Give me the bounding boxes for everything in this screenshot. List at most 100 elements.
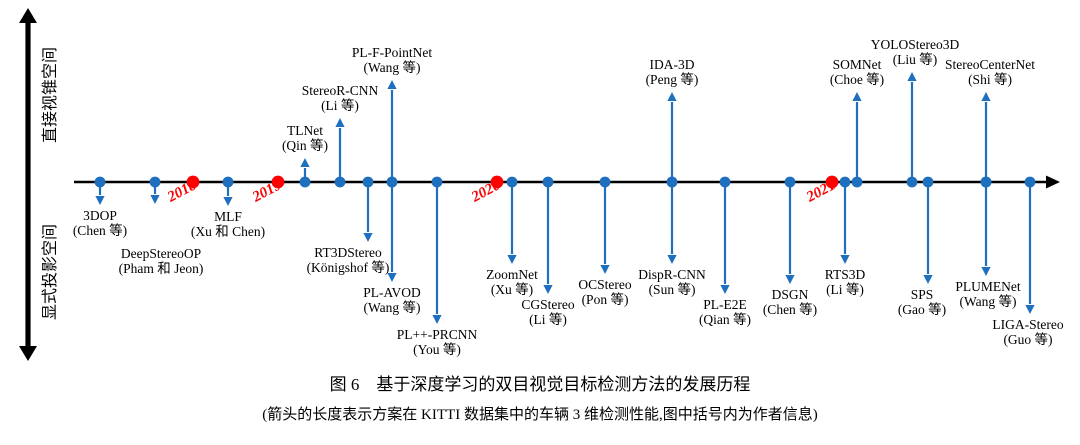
method-authors: (Shi 等) bbox=[968, 71, 1012, 87]
method-name: OCStereo bbox=[578, 277, 631, 292]
space-label-top: 直接视锥空间 bbox=[41, 47, 59, 143]
method-name: PL++-PRCNN bbox=[397, 327, 478, 342]
method-authors: (You 等) bbox=[413, 341, 461, 357]
method-authors: (Sun 等) bbox=[649, 281, 696, 297]
method-arrowhead bbox=[667, 255, 677, 264]
method-ida-3d: IDA-3D(Peng 等) bbox=[646, 57, 698, 188]
method-authors: (Liu 等) bbox=[893, 51, 938, 67]
method-name: StereoR-CNN bbox=[302, 83, 379, 98]
method-dot bbox=[386, 176, 398, 188]
space-label-bottom: 显式投影空间 bbox=[41, 224, 59, 320]
method-name: TLNet bbox=[287, 123, 323, 138]
method-dot bbox=[719, 176, 731, 188]
method-authors: (Chen 等) bbox=[73, 222, 127, 238]
method-arrowhead bbox=[223, 197, 233, 206]
method-dispr-cnn: DispR-CNN(Sun 等) bbox=[638, 176, 706, 297]
method-arrowhead bbox=[907, 72, 917, 81]
method-name: StereoCenterNet bbox=[945, 57, 1035, 72]
method-arrowhead bbox=[335, 118, 345, 127]
method-yolostereo3d: YOLOStereo3D(Liu 等) bbox=[871, 37, 960, 188]
method-arrowhead bbox=[507, 255, 517, 264]
method-arrowhead bbox=[667, 92, 677, 101]
method-authors: (Qin 等) bbox=[282, 137, 328, 153]
method-authors: (Li 等) bbox=[826, 281, 864, 297]
method-dot bbox=[922, 176, 934, 188]
method-3dop: 3DOP(Chen 等) bbox=[73, 176, 127, 238]
method-authors: (Wang 等) bbox=[363, 299, 420, 315]
method-name: CGStereo bbox=[521, 297, 574, 312]
method-arrowhead bbox=[300, 158, 310, 167]
method-arrowhead bbox=[150, 195, 160, 204]
method-dot bbox=[542, 176, 554, 188]
method-deepstereoop: DeepStereoOP(Pham 和 Jeon) bbox=[119, 176, 204, 276]
method-dot bbox=[506, 176, 518, 188]
method-authors: (Li 等) bbox=[529, 311, 567, 327]
method-authors: (Pham 和 Jeon) bbox=[119, 261, 204, 276]
timeline-axis-arrowhead bbox=[1046, 175, 1060, 189]
method-authors: (Guo 等) bbox=[1003, 331, 1052, 347]
method-name: RTS3D bbox=[825, 267, 866, 282]
method-arrowhead bbox=[840, 255, 850, 264]
method-arrowhead bbox=[387, 80, 397, 89]
method-name: IDA-3D bbox=[650, 57, 695, 72]
method-dot bbox=[149, 176, 161, 188]
method-authors: (Xu 等) bbox=[491, 281, 533, 297]
figure-caption-block: 图 6 基于深度学习的双目视觉目标检测方法的发展历程 (箭头的长度表示方案在 K… bbox=[0, 370, 1080, 424]
year-dot bbox=[186, 175, 200, 189]
method-name: DSGN bbox=[772, 287, 809, 302]
method-authors: (Wang 等) bbox=[363, 59, 420, 75]
method-arrowhead bbox=[600, 265, 610, 274]
method-dsgn: DSGN(Chen 等) bbox=[763, 176, 817, 317]
method-name: LIGA-Stereo bbox=[992, 317, 1063, 332]
method-arrowhead bbox=[720, 285, 730, 294]
method-dot bbox=[222, 176, 234, 188]
method-arrowhead bbox=[923, 275, 933, 284]
method-somnet: SOMNet(Choe 等) bbox=[830, 57, 884, 188]
year-dot bbox=[825, 175, 839, 189]
method-sps: SPS(Gao 等) bbox=[898, 176, 946, 317]
method-stereocenternet: StereoCenterNet(Shi 等) bbox=[945, 57, 1035, 188]
method-dot bbox=[599, 176, 611, 188]
method-authors: (Chen 等) bbox=[763, 301, 817, 317]
year-dot bbox=[271, 175, 285, 189]
method-arrowhead bbox=[1025, 305, 1035, 314]
method-name: YOLOStereo3D bbox=[871, 37, 960, 52]
method-name: PL-F-PointNet bbox=[352, 45, 433, 60]
year-marker-2021: 2021 bbox=[803, 175, 839, 206]
method-authors: (Königshof 等) bbox=[307, 259, 390, 275]
method-rt3dstereo: RT3DStereo(Königshof 等) bbox=[307, 176, 390, 275]
method-authors: (Wang 等) bbox=[959, 293, 1016, 309]
method-tlnet: TLNet(Qin 等) bbox=[282, 123, 328, 188]
method-authors: (Qian 等) bbox=[699, 311, 751, 327]
method-name: PLUMENet bbox=[955, 279, 1020, 294]
method-name: ZoomNet bbox=[486, 267, 538, 282]
method-name: MLF bbox=[214, 209, 242, 224]
method-stereor-cnn: StereoR-CNN(Li 等) bbox=[302, 83, 379, 188]
method-arrowhead bbox=[387, 273, 397, 282]
method-dot bbox=[784, 176, 796, 188]
method-authors: (Li 等) bbox=[321, 97, 359, 113]
figure-caption-note: (箭头的长度表示方案在 KITTI 数据集中的车辆 3 维检测性能,图中括号内为… bbox=[262, 407, 818, 423]
method-arrowhead bbox=[543, 285, 553, 294]
method-dot bbox=[299, 176, 311, 188]
method-arrowhead bbox=[981, 92, 991, 101]
method-pl-prcnn: PL++-PRCNN(You 等) bbox=[397, 176, 478, 357]
method-name: DispR-CNN bbox=[638, 267, 706, 282]
vertical-double-arrow bbox=[19, 8, 37, 361]
method-mlf: MLF(Xu 和 Chen) bbox=[191, 176, 265, 239]
method-arrowhead bbox=[363, 233, 373, 242]
method-dot bbox=[334, 176, 346, 188]
year-marker-2020: 2020 bbox=[468, 175, 504, 206]
method-dot bbox=[906, 176, 918, 188]
method-dot bbox=[666, 176, 678, 188]
method-name: 3DOP bbox=[83, 208, 117, 223]
method-pl-avod: PL-AVOD(Wang 等) bbox=[363, 176, 421, 315]
method-authors: (Gao 等) bbox=[898, 301, 946, 317]
method-name: SOMNet bbox=[833, 57, 882, 72]
method-arrowhead bbox=[852, 92, 862, 101]
year-marker-2019: 2019 bbox=[249, 175, 285, 206]
method-pl-f-pointnet: PL-F-PointNet(Wang 等) bbox=[352, 45, 433, 188]
year-marker-2018: 2018 bbox=[164, 175, 200, 206]
